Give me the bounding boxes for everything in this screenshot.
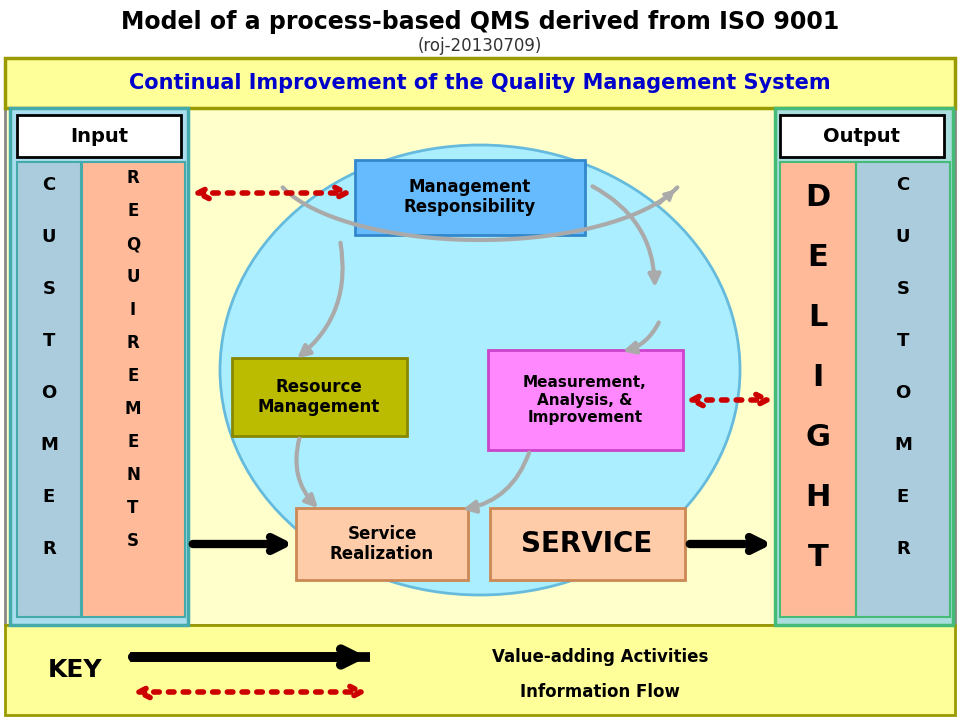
Text: Service
Realization: Service Realization bbox=[330, 525, 434, 563]
Text: Measurement,
Analysis, &
Improvement: Measurement, Analysis, & Improvement bbox=[523, 375, 647, 425]
Text: Management
Responsibility: Management Responsibility bbox=[404, 178, 536, 217]
Text: U: U bbox=[127, 268, 140, 286]
Text: E: E bbox=[897, 488, 909, 506]
Text: C: C bbox=[42, 176, 56, 194]
Text: U: U bbox=[41, 228, 57, 246]
Text: I: I bbox=[812, 364, 824, 392]
Text: E: E bbox=[128, 202, 138, 220]
Text: E: E bbox=[43, 488, 55, 506]
Text: E: E bbox=[807, 243, 828, 272]
FancyBboxPatch shape bbox=[296, 508, 468, 580]
Text: M: M bbox=[894, 436, 912, 454]
FancyBboxPatch shape bbox=[490, 508, 685, 580]
Text: C: C bbox=[897, 176, 910, 194]
Text: Output: Output bbox=[824, 127, 900, 145]
Text: E: E bbox=[128, 367, 138, 385]
Text: O: O bbox=[896, 384, 911, 402]
Text: M: M bbox=[125, 400, 141, 418]
Text: U: U bbox=[896, 228, 910, 246]
FancyBboxPatch shape bbox=[775, 108, 953, 625]
FancyBboxPatch shape bbox=[5, 625, 955, 715]
Text: N: N bbox=[126, 466, 140, 484]
Text: R: R bbox=[896, 540, 910, 558]
Text: R: R bbox=[127, 169, 139, 187]
Text: (roj-20130709): (roj-20130709) bbox=[418, 37, 542, 55]
Text: SERVICE: SERVICE bbox=[521, 530, 653, 558]
Text: Value-adding Activities: Value-adding Activities bbox=[492, 648, 708, 666]
FancyBboxPatch shape bbox=[780, 115, 944, 157]
FancyBboxPatch shape bbox=[355, 160, 585, 235]
Text: Input: Input bbox=[70, 127, 128, 145]
Text: S: S bbox=[42, 280, 56, 298]
Text: R: R bbox=[42, 540, 56, 558]
Text: S: S bbox=[127, 532, 139, 550]
Text: KEY: KEY bbox=[48, 658, 103, 682]
FancyBboxPatch shape bbox=[232, 358, 407, 436]
FancyBboxPatch shape bbox=[856, 162, 950, 617]
FancyBboxPatch shape bbox=[17, 115, 181, 157]
Text: O: O bbox=[41, 384, 57, 402]
FancyBboxPatch shape bbox=[10, 108, 188, 625]
Text: T: T bbox=[897, 332, 909, 350]
Text: R: R bbox=[127, 334, 139, 352]
FancyBboxPatch shape bbox=[488, 350, 683, 450]
Text: L: L bbox=[808, 304, 828, 333]
Text: Continual Improvement of the Quality Management System: Continual Improvement of the Quality Man… bbox=[130, 73, 830, 93]
Text: S: S bbox=[897, 280, 909, 298]
Text: Information Flow: Information Flow bbox=[520, 683, 680, 701]
Text: E: E bbox=[128, 433, 138, 451]
Text: T: T bbox=[128, 499, 138, 517]
Text: T: T bbox=[43, 332, 55, 350]
FancyBboxPatch shape bbox=[82, 162, 185, 617]
Text: Resource
Management: Resource Management bbox=[258, 377, 380, 416]
Text: D: D bbox=[805, 184, 830, 212]
FancyBboxPatch shape bbox=[5, 58, 955, 108]
FancyBboxPatch shape bbox=[17, 162, 81, 617]
Text: H: H bbox=[805, 484, 830, 513]
FancyBboxPatch shape bbox=[5, 108, 955, 625]
Text: M: M bbox=[40, 436, 58, 454]
FancyBboxPatch shape bbox=[780, 162, 856, 617]
Text: Q: Q bbox=[126, 235, 140, 253]
Text: T: T bbox=[807, 544, 828, 572]
Text: I: I bbox=[130, 301, 136, 319]
Text: Model of a process-based QMS derived from ISO 9001: Model of a process-based QMS derived fro… bbox=[121, 10, 839, 34]
Text: G: G bbox=[805, 423, 830, 452]
Ellipse shape bbox=[220, 145, 740, 595]
